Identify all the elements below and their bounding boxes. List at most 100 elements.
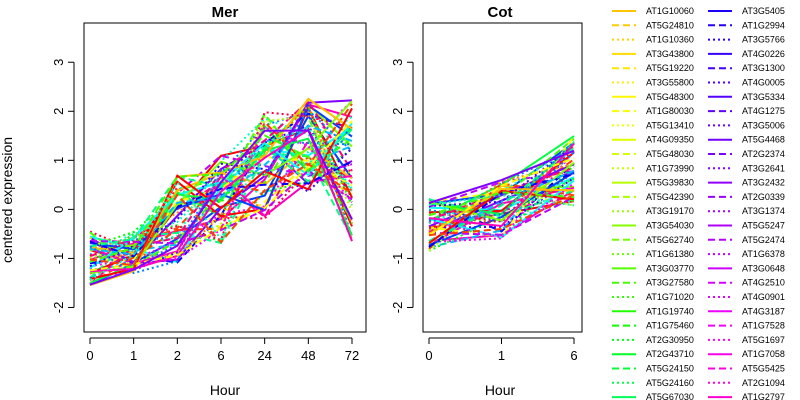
legend-label: AT5G5425	[742, 364, 785, 374]
series-line	[428, 194, 575, 207]
x-tick-label: 6	[217, 348, 224, 363]
series-line	[428, 147, 575, 243]
legend-label: AT3G43800	[646, 49, 694, 59]
x-tick-label: 0	[86, 348, 93, 363]
series-line	[428, 194, 575, 237]
legend-label: AT3G5334	[742, 92, 785, 102]
x-tick-label: 24	[257, 348, 271, 363]
series-line	[89, 147, 353, 268]
legend-label: AT5G24150	[646, 364, 694, 374]
legend-label: AT5G24810	[646, 20, 694, 30]
legend-label: AT5G67030	[646, 392, 694, 400]
legend: AT1G10060 AT5G24810 AT1G10360 AT3G43800 AT5G…	[612, 6, 785, 400]
y-tick-label: -2	[390, 302, 405, 314]
legend-label: AT1G7058	[742, 349, 785, 359]
series-line	[428, 191, 575, 217]
y-axis-label: centered expression	[0, 137, 15, 263]
series-line	[428, 169, 575, 242]
legend-label: AT4G2510	[742, 278, 785, 288]
legend-label: AT5G42390	[646, 192, 694, 202]
series-line	[428, 149, 575, 204]
series-line	[89, 155, 353, 262]
series-line	[89, 103, 353, 251]
legend-label: AT1G10360	[646, 35, 694, 45]
y-tick-label: 1	[51, 157, 66, 164]
legend-label: AT5G4468	[742, 135, 785, 145]
legend-label: AT5G5247	[742, 221, 785, 231]
legend-label: AT4G09350	[646, 135, 694, 145]
series-line	[428, 182, 575, 250]
legend-label: AT1G80030	[646, 106, 694, 116]
series-line	[89, 105, 353, 248]
series-line	[89, 162, 353, 267]
series-line	[89, 125, 353, 271]
legend-label: AT1G73990	[646, 163, 694, 173]
legend-label: AT3G5766	[742, 35, 785, 45]
legend-label: AT5G13410	[646, 120, 694, 130]
legend-label: AT1G2797	[742, 392, 785, 400]
legend-label: AT5G24160	[646, 378, 694, 388]
legend-label: AT3G1300	[742, 63, 785, 73]
y-ticks-mer: -2 -1 0 1 2 3	[51, 59, 75, 314]
legend-label: AT1G6378	[742, 249, 785, 259]
legend-label: AT3G54030	[646, 221, 694, 231]
series-lines-mer	[89, 97, 353, 287]
y-tick-label: 3	[390, 59, 405, 66]
legend-label: AT2G0339	[742, 192, 785, 202]
y-tick-label: 1	[390, 157, 405, 164]
y-tick-label: 2	[390, 108, 405, 115]
series-line	[89, 97, 353, 287]
series-lines-cot	[428, 135, 575, 252]
series-line	[89, 160, 353, 258]
legend-label: AT4G0901	[742, 292, 785, 302]
legend-label: AT3G2432	[742, 178, 785, 188]
y-tick-label: 2	[51, 108, 66, 115]
x-axis-label-cot: Hour	[485, 382, 516, 398]
legend-label: AT4G1275	[742, 106, 785, 116]
legend-label: AT2G30950	[646, 335, 694, 345]
legend-label: AT4G0226	[742, 49, 785, 59]
x-tick-label: 2	[174, 348, 181, 363]
series-line	[428, 173, 575, 248]
legend-label: AT1G10060	[646, 6, 694, 16]
x-tick-label: 72	[345, 348, 359, 363]
y-tick-label: 0	[51, 206, 66, 213]
series-line	[428, 187, 575, 236]
series-line	[428, 163, 575, 228]
x-ticks-mer: 0 1 2 6 24 48 72	[86, 337, 359, 363]
series-line	[89, 129, 353, 286]
legend-label: AT3G55800	[646, 78, 694, 88]
legend-label: AT3G5006	[742, 120, 785, 130]
series-line	[428, 145, 575, 225]
x-tick-label: 1	[498, 348, 505, 363]
x-ticks-cot: 0 1 6	[425, 337, 578, 363]
legend-label: AT4G0005	[742, 78, 785, 88]
panel-title-cot: Cot	[488, 4, 513, 21]
legend-label: AT5G19220	[646, 63, 694, 73]
plot-frame-cot	[422, 22, 583, 333]
legend-label: AT1G7528	[742, 321, 785, 331]
legend-label: AT2G1094	[742, 378, 785, 388]
legend-label: AT5G48030	[646, 149, 694, 159]
legend-label: AT5G2474	[742, 235, 785, 245]
series-line	[428, 137, 575, 217]
x-tick-label: 6	[570, 348, 577, 363]
panel-title-mer: Mer	[212, 4, 239, 21]
y-tick-label: 3	[51, 59, 66, 66]
x-tick-label: 1	[130, 348, 137, 363]
legend-label: AT1G2994	[742, 20, 785, 30]
series-line	[428, 177, 575, 229]
series-line	[428, 140, 575, 222]
series-line	[89, 100, 353, 268]
y-tick-label: -2	[51, 302, 66, 314]
plot-frame-mer	[83, 22, 367, 333]
y-ticks-cot: -2 -1 0 1 2 3	[390, 59, 414, 314]
legend-label: AT5G1697	[742, 335, 785, 345]
series-line	[428, 147, 575, 229]
legend-label: AT2G2374	[742, 149, 785, 159]
legend-label: AT5G39830	[646, 178, 694, 188]
legend-label: AT1G71020	[646, 292, 694, 302]
y-tick-label: -1	[51, 253, 66, 265]
legend-label: AT3G2641	[742, 163, 785, 173]
series-line	[428, 186, 575, 247]
